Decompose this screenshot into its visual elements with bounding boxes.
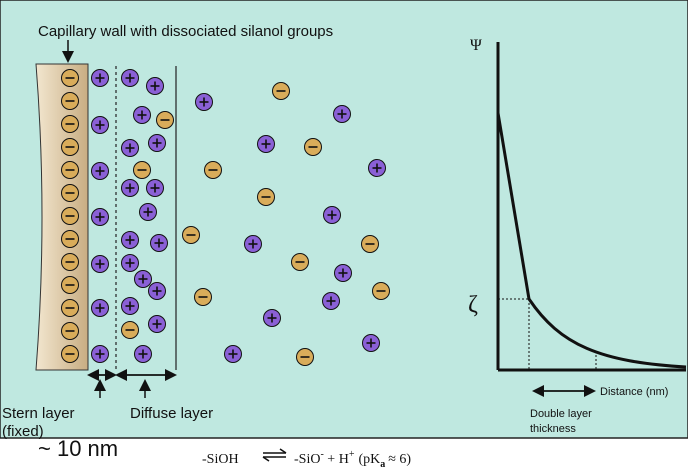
minus-circle-icon [361, 235, 379, 253]
minus-circle-icon [372, 282, 390, 300]
plus-circle-icon [146, 77, 164, 95]
plus-circle-icon [148, 134, 166, 152]
plus-circle-icon [121, 69, 139, 87]
plus-circle-icon [121, 254, 139, 272]
plus-circle-icon [263, 309, 281, 327]
minus-circle-icon [204, 161, 222, 179]
plus-circle-icon [334, 264, 352, 282]
minus-circle-icon [304, 138, 322, 156]
minus-circle-icon [61, 230, 79, 248]
minus-circle-icon [61, 184, 79, 202]
ion-field [61, 69, 390, 366]
plus-circle-icon [146, 179, 164, 197]
plus-circle-icon [91, 299, 109, 317]
diagram-background [0, 0, 688, 439]
minus-circle-icon [61, 322, 79, 340]
plus-circle-icon [134, 345, 152, 363]
equation-sio: -SiO [294, 452, 320, 467]
equation-h-charge: + [349, 449, 355, 460]
plus-circle-icon [244, 235, 262, 253]
plus-circle-icon [148, 282, 166, 300]
plus-circle-icon [91, 116, 109, 134]
diffuse-layer-label: Diffuse layer [130, 405, 213, 422]
minus-circle-icon [61, 115, 79, 133]
minus-circle-icon [194, 288, 212, 306]
plus-circle-icon [224, 345, 242, 363]
plus-circle-icon [139, 203, 157, 221]
plus-circle-icon [257, 135, 275, 153]
equilibrium-arrow-bottom-head [262, 456, 270, 462]
equation-plus-h: + H [324, 452, 349, 467]
plus-circle-icon [134, 270, 152, 288]
plus-circle-icon [121, 231, 139, 249]
plus-circle-icon [91, 208, 109, 226]
minus-circle-icon [156, 111, 174, 129]
psi-label: Ψ [470, 37, 482, 54]
equilibrium-equation: -SiOH -SiO- + H+ (pKa ≈ 6) [202, 448, 411, 470]
fixed-label: (fixed) [2, 423, 44, 440]
minus-circle-icon [61, 138, 79, 156]
minus-circle-icon [121, 321, 139, 339]
minus-circle-icon [61, 69, 79, 87]
zeta-label: ζ [468, 292, 478, 318]
ten-nm-label: ~ 10 nm [38, 436, 118, 461]
equilibrium-arrow-top-head [279, 448, 287, 454]
plus-circle-icon [91, 162, 109, 180]
minus-circle-icon [296, 348, 314, 366]
equation-sio-charge: - [320, 449, 323, 460]
plus-circle-icon [368, 159, 386, 177]
equation-left: -SiOH [202, 452, 239, 467]
distance-label: Distance (nm) [600, 386, 668, 398]
minus-circle-icon [61, 207, 79, 225]
minus-circle-icon [61, 299, 79, 317]
double-layer-label-line2: thickness [530, 423, 576, 435]
plus-circle-icon [121, 179, 139, 197]
plus-circle-icon [333, 105, 351, 123]
minus-circle-icon [272, 82, 290, 100]
minus-circle-icon [61, 253, 79, 271]
minus-circle-icon [133, 161, 151, 179]
equation-pk: (pK [358, 452, 380, 467]
equation-pk-sub: a [380, 459, 385, 470]
minus-circle-icon [61, 92, 79, 110]
double-layer-label-line1: Double layer [530, 408, 592, 420]
stern-layer-label: Stern layer [2, 405, 75, 422]
plus-circle-icon [148, 315, 166, 333]
minus-circle-icon [291, 253, 309, 271]
minus-circle-icon [61, 345, 79, 363]
equation-right: -SiO- + H+ (pKa ≈ 6) [294, 449, 411, 470]
plus-circle-icon [150, 234, 168, 252]
plus-circle-icon [133, 106, 151, 124]
plus-circle-icon [121, 139, 139, 157]
minus-circle-icon [61, 161, 79, 179]
plus-circle-icon [91, 345, 109, 363]
plus-circle-icon [195, 93, 213, 111]
plus-circle-icon [362, 334, 380, 352]
plus-circle-icon [323, 206, 341, 224]
plus-circle-icon [322, 292, 340, 310]
plus-circle-icon [91, 255, 109, 273]
minus-circle-icon [61, 276, 79, 294]
equation-approx: ≈ 6) [388, 452, 411, 467]
plus-circle-icon [91, 69, 109, 87]
title-label: Capillary wall with dissociated silanol … [38, 23, 333, 40]
minus-circle-icon [257, 188, 275, 206]
plus-circle-icon [121, 297, 139, 315]
minus-circle-icon [182, 226, 200, 244]
potential-curve [496, 112, 687, 369]
